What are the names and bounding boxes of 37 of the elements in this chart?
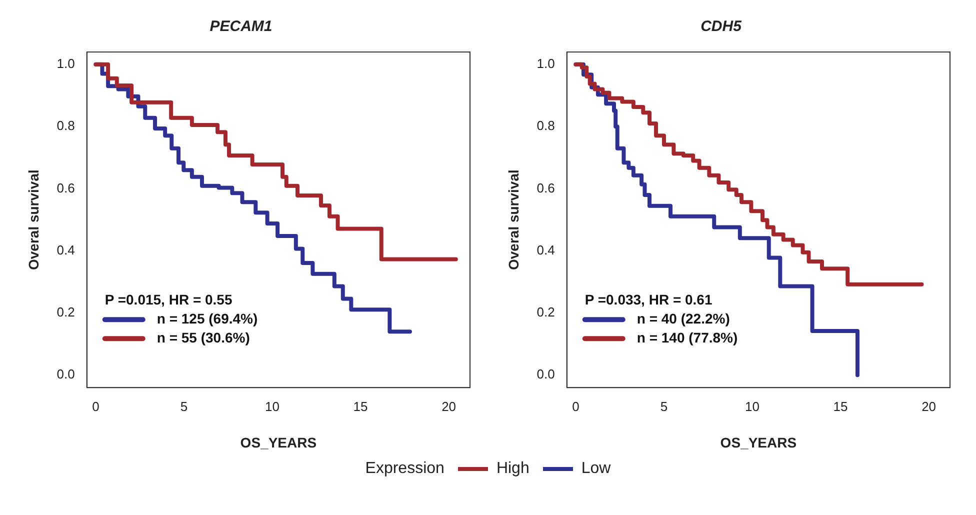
y-axis-title: Overal survival	[505, 170, 522, 270]
x-tick-label: 10	[745, 398, 760, 414]
x-tick-label: 0	[92, 398, 100, 414]
y-tick-label: 0.8	[536, 118, 555, 134]
x-tick-label: 10	[265, 398, 280, 414]
annotation: n = 40 (22.2%)	[636, 310, 730, 326]
y-tick-label: 0.0	[536, 366, 555, 382]
annotation: n = 125 (69.4%)	[156, 310, 258, 326]
y-tick-label: 0.2	[536, 304, 555, 320]
x-axis-title: OS_YEARS	[720, 434, 797, 450]
chart-title: PECAM1	[210, 18, 272, 36]
x-tick-label: 20	[442, 398, 456, 414]
annotation: n = 55 (30.6%)	[156, 329, 250, 346]
y-tick-label: 1.0	[56, 56, 75, 72]
annotation: P =0.015, HR = 0.55	[104, 291, 232, 308]
x-axis-title: OS_YEARS	[240, 434, 317, 450]
x-tick-label: 15	[833, 398, 848, 414]
y-tick-label: 0.6	[536, 180, 555, 196]
legend-label: High	[496, 460, 530, 478]
y-tick-label: 1.0	[536, 56, 555, 72]
legend-title: Expression	[365, 460, 444, 478]
chart-title: CDH5	[700, 18, 742, 36]
y-tick-label: 0.6	[56, 180, 75, 196]
x-tick-label: 0	[572, 398, 580, 414]
legend-label: Low	[581, 460, 611, 478]
annotation: n = 140 (77.8%)	[636, 329, 738, 346]
y-tick-label: 0.4	[536, 242, 555, 258]
y-tick-label: 0.2	[56, 304, 75, 320]
y-tick-label: 0.0	[56, 366, 75, 382]
x-tick-label: 5	[660, 398, 668, 414]
x-tick-label: 20	[922, 398, 936, 414]
x-tick-label: 15	[353, 398, 368, 414]
annotation: P =0.033, HR = 0.61	[584, 291, 712, 308]
y-tick-label: 0.4	[56, 242, 75, 258]
y-axis-title: Overal survival	[25, 170, 42, 270]
y-tick-label: 0.8	[56, 118, 75, 134]
x-tick-label: 5	[180, 398, 188, 414]
